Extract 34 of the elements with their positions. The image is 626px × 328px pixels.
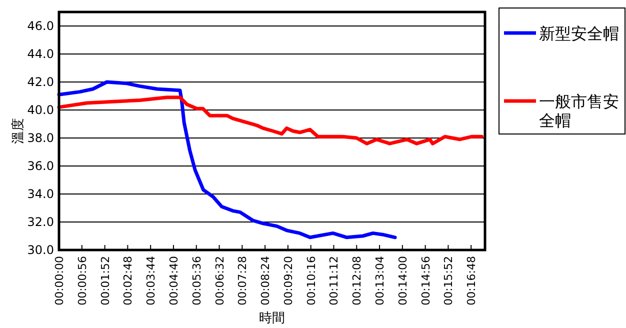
y-tick-label: 46.0 xyxy=(27,19,54,33)
x-tick-label: 00:06:32 xyxy=(213,256,226,306)
x-tick-label: 00:08:24 xyxy=(259,256,272,306)
x-tick-label: 00:00:56 xyxy=(76,256,89,306)
x-tick-label: 00:03:44 xyxy=(144,256,158,306)
line-series xyxy=(57,96,484,146)
y-tick-label: 40.0 xyxy=(27,103,54,117)
x-tick-label: 00:04:40 xyxy=(167,256,180,306)
y-tick-label: 42.0 xyxy=(27,75,54,89)
x-tick-label: 00:15:52 xyxy=(442,256,456,306)
y-tick-label: 32.0 xyxy=(27,215,54,229)
x-tick-label: 00:00:00 xyxy=(53,256,66,306)
x-tick-label: 00:14:56 xyxy=(419,256,432,306)
x-tick-label: 00:02:48 xyxy=(122,256,135,306)
y-tick-label: 44.0 xyxy=(27,47,54,61)
x-tick-label: 00:11:12 xyxy=(328,256,341,306)
y-tick-label: 34.0 xyxy=(27,187,54,201)
x-tick-label: 00:12:08 xyxy=(350,256,364,306)
y-tick-label: 38.0 xyxy=(27,131,54,145)
y-tick-label: 36.0 xyxy=(27,159,54,173)
x-axis-title: 時間 xyxy=(259,311,285,326)
x-tick-label: 00:13:04 xyxy=(374,256,387,306)
x-tick-label: 00:09:20 xyxy=(282,256,295,306)
x-tick-label: 00:16:48 xyxy=(465,256,478,306)
x-tick-label: 00:05:36 xyxy=(190,256,204,306)
x-tick-label: 00:14:00 xyxy=(396,256,410,306)
x-tick-label: 00:10:16 xyxy=(304,256,318,306)
line-series xyxy=(57,80,397,240)
y-tick-label: 30.0 xyxy=(27,243,54,257)
y-axis-title: 溫度 xyxy=(10,118,26,144)
legend-label: 一般市售安全帽 xyxy=(539,92,619,130)
x-tick-label: 00:01:52 xyxy=(98,256,112,306)
legend-label: 新型安全帽 xyxy=(539,24,619,43)
x-tick-label: 00:07:28 xyxy=(236,256,250,306)
